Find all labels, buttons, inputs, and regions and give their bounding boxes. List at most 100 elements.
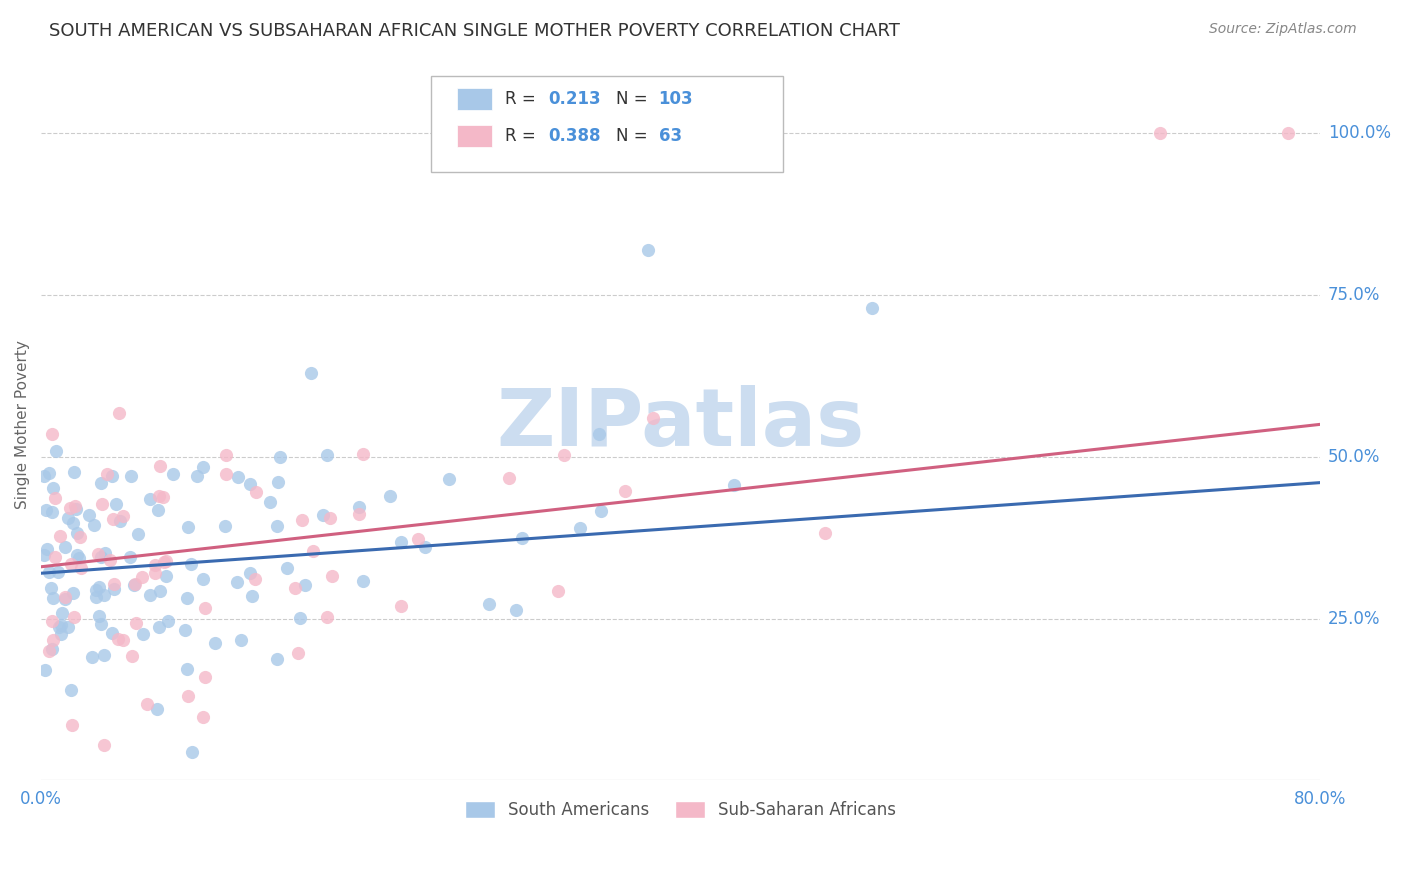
Point	[90, 549, 112, 564]
Point	[259, 495, 281, 509]
Point	[98, 553, 121, 567]
Point	[127, 527, 149, 541]
Point	[148, 503, 170, 517]
Point	[70, 561, 93, 575]
Point	[59, 683, 82, 698]
Y-axis label: Single Mother Poverty: Single Mother Poverty	[15, 340, 30, 508]
Legend: South Americans, Sub-Saharan Africans: South Americans, Sub-Saharan Africans	[458, 794, 903, 825]
Point	[107, 632, 129, 647]
Point	[352, 574, 374, 588]
Point	[240, 590, 263, 604]
Point	[44, 491, 66, 505]
Point	[266, 475, 288, 490]
Text: ZIPatlas: ZIPatlas	[496, 385, 865, 464]
FancyBboxPatch shape	[432, 76, 783, 172]
Point	[49, 626, 72, 640]
Point	[38, 466, 60, 480]
Point	[547, 584, 569, 599]
Point	[34, 664, 56, 678]
Point	[498, 470, 520, 484]
Point	[191, 572, 214, 586]
Point	[215, 448, 238, 462]
Point	[136, 698, 159, 712]
Point	[121, 469, 143, 483]
Point	[149, 584, 172, 599]
Point	[266, 519, 288, 533]
Point	[105, 497, 128, 511]
Point	[89, 609, 111, 624]
Point	[287, 647, 309, 661]
Point	[122, 578, 145, 592]
Text: 0.388: 0.388	[548, 128, 602, 145]
Point	[299, 367, 322, 381]
Point	[294, 578, 316, 592]
Point	[510, 531, 533, 545]
Point	[214, 519, 236, 533]
Point	[389, 535, 412, 549]
Text: Source: ZipAtlas.com: Source: ZipAtlas.com	[1209, 22, 1357, 37]
Point	[41, 641, 63, 656]
Point	[312, 508, 335, 522]
Point	[637, 243, 659, 257]
Point	[42, 591, 65, 605]
Point	[226, 470, 249, 484]
Point	[276, 560, 298, 574]
Point	[62, 609, 84, 624]
Point	[193, 460, 215, 475]
Point	[93, 738, 115, 752]
Point	[406, 532, 429, 546]
Point	[46, 565, 69, 579]
Point	[93, 588, 115, 602]
Point	[319, 511, 342, 525]
Point	[315, 609, 337, 624]
Point	[389, 599, 412, 614]
Point	[131, 570, 153, 584]
Point	[177, 520, 200, 534]
Point	[568, 521, 591, 535]
Point	[108, 515, 131, 529]
Point	[83, 518, 105, 533]
Point	[148, 619, 170, 633]
Point	[378, 489, 401, 503]
Point	[42, 632, 65, 647]
Point	[321, 569, 343, 583]
Point	[58, 511, 80, 525]
Point	[156, 615, 179, 629]
Point	[814, 526, 837, 541]
Point	[65, 499, 87, 513]
Point	[181, 745, 204, 759]
Point	[66, 549, 89, 563]
Point	[860, 301, 883, 315]
Point	[45, 443, 67, 458]
Point	[65, 501, 87, 516]
Point	[42, 481, 65, 495]
Point	[269, 450, 291, 465]
Point	[204, 636, 226, 650]
Point	[352, 446, 374, 460]
Point	[51, 618, 73, 632]
FancyBboxPatch shape	[457, 88, 492, 110]
Point	[553, 448, 575, 462]
Point	[84, 583, 107, 598]
Point	[69, 530, 91, 544]
Point	[80, 649, 103, 664]
Text: 25.0%: 25.0%	[1329, 609, 1381, 628]
Point	[347, 500, 370, 514]
Point	[194, 670, 217, 684]
Point	[91, 497, 114, 511]
Point	[139, 589, 162, 603]
Point	[1277, 126, 1299, 140]
Point	[641, 410, 664, 425]
Point	[65, 526, 87, 541]
Point	[101, 468, 124, 483]
Point	[124, 576, 146, 591]
Point	[180, 557, 202, 571]
Point	[214, 467, 236, 481]
Point	[186, 468, 208, 483]
Point	[60, 718, 83, 732]
Point	[243, 572, 266, 586]
Point	[149, 458, 172, 473]
Point	[103, 582, 125, 596]
Point	[194, 601, 217, 615]
Point	[108, 407, 131, 421]
